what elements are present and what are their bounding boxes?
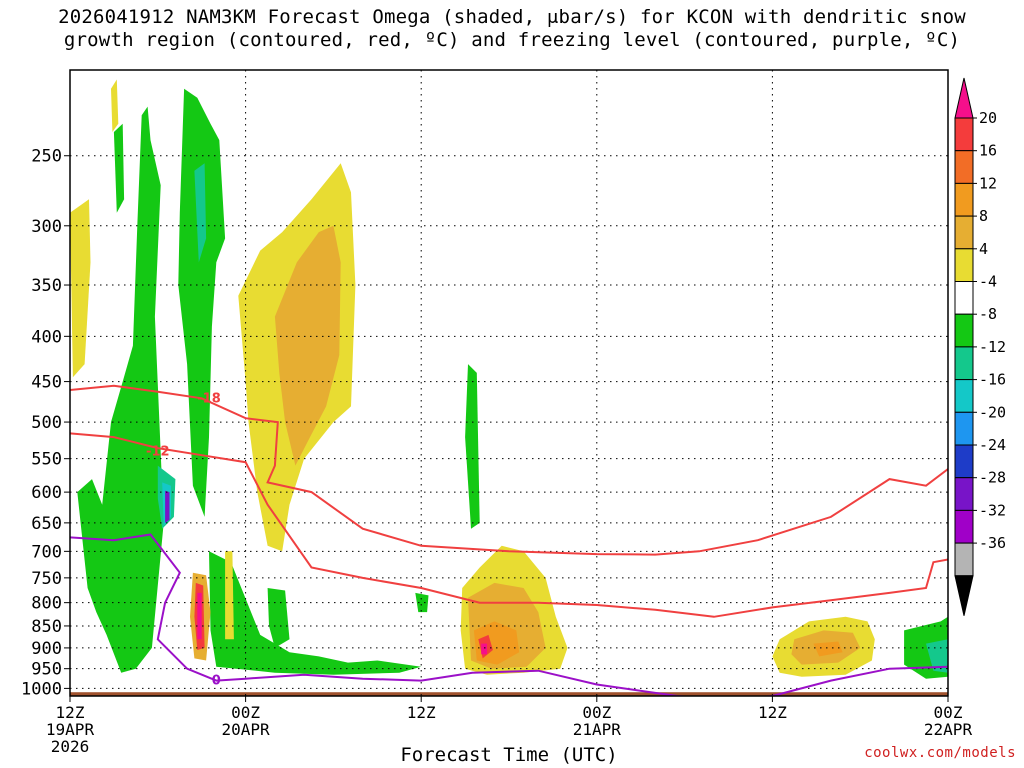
colorbar-bin-14	[954, 542, 974, 577]
colorbar-label-0: 20	[979, 109, 997, 127]
omega-region-pos4-13	[70, 199, 91, 378]
colorbar-label-12: -32	[979, 501, 1006, 519]
colorbar-bin-3	[954, 182, 974, 217]
y-tick-label-750: 750	[31, 569, 62, 589]
y-tick-label-500: 500	[31, 413, 62, 433]
y-tick-label-650: 650	[31, 514, 62, 534]
omega-region-pos20-25	[481, 643, 487, 655]
colorbar-bin-10	[954, 411, 974, 446]
colorbar-bin-13	[954, 509, 974, 544]
freezing-level-contour	[70, 533, 948, 696]
colorbar-bin-7	[954, 313, 974, 348]
x-tick-label-48-0: 12Z	[758, 703, 787, 722]
chart-title: 2026041912 NAM3KM Forecast Omega (shaded…	[0, 6, 1024, 52]
y-tick-label-1000: 1000	[21, 679, 62, 699]
terrain	[70, 692, 948, 696]
omega-region-neg8-7	[209, 551, 422, 675]
plot-frame	[69, 69, 949, 697]
temperature-contours: -18 -12 0	[70, 384, 948, 696]
y-tick-label-550: 550	[31, 450, 62, 470]
colorbar-label-4: 4	[979, 240, 988, 258]
colorbar-bin-12	[954, 477, 974, 511]
y-tick-label-250: 250	[31, 147, 62, 167]
colorbar-bin-4	[954, 215, 974, 250]
omega-region-pos4-14	[111, 79, 119, 132]
y-tick-label-800: 800	[31, 594, 62, 614]
colorbar-label-13: -36	[979, 534, 1006, 552]
x-tick-label-12-0: 00Z	[231, 703, 260, 722]
omega-region-neg12-6	[194, 163, 207, 263]
x-tick-label-60-1: 22APR	[924, 720, 973, 739]
dgz-contour-0-label: -18	[197, 391, 221, 406]
colorbar-label-5: -4	[979, 273, 997, 291]
omega-region-neg8-0	[113, 123, 125, 213]
chart-title-line-1: 2026041912 NAM3KM Forecast Omega (shaded…	[58, 6, 966, 28]
colorbar-bin-8	[954, 346, 974, 381]
dgz-contour-1-label: -12	[146, 445, 170, 460]
y-tick-label-400: 400	[31, 327, 62, 347]
colorbar-label-9: -20	[979, 403, 1006, 421]
omega-region-pos12-28	[813, 641, 843, 657]
x-tick-label-24-0: 12Z	[407, 703, 436, 722]
omega-region-pos20-19	[197, 592, 202, 640]
colorbar-bin-6	[954, 281, 974, 315]
dgz-contour-1	[70, 432, 948, 618]
omega-region-neg8-9	[465, 364, 480, 529]
colorbar-label-6: -8	[979, 305, 997, 323]
colorbar-top-arrow	[954, 77, 974, 119]
colorbar-label-11: -28	[979, 469, 1006, 487]
dgz-contour-0	[70, 384, 948, 556]
y-tick-label-900: 900	[31, 639, 62, 659]
y-tick-label-950: 950	[31, 660, 62, 680]
colorbar-bin-9	[954, 379, 974, 413]
colorbar-label-8: -16	[979, 371, 1006, 389]
x-tick-label-60-0: 00Z	[934, 703, 963, 722]
colorbar-label-7: -12	[979, 338, 1006, 356]
omega-region-neg8-8	[267, 588, 290, 648]
x-axis-title: Forecast Time (UTC)	[400, 744, 618, 766]
colorbar-label-3: 8	[979, 207, 988, 225]
x-tick-label-36-0: 00Z	[582, 703, 611, 722]
colorbar-bin-5	[954, 248, 974, 283]
x-tick-label-0-1: 19APR	[46, 720, 95, 739]
omega-region-pos4-20	[225, 551, 234, 640]
colorbar-bottom-arrow	[954, 575, 974, 616]
y-axis: 2503003504004505005506006507007508008509…	[21, 147, 70, 699]
x-tick-label-36-1: 21APR	[573, 720, 622, 739]
y-tick-label-600: 600	[31, 483, 62, 503]
colorbar-label-2: 12	[979, 174, 997, 192]
colorbar: 20 16 12 8 4 -4 -8 -12 -16 -20 -24 -28 -32 -36	[954, 77, 1006, 616]
colorbar-label-1: 16	[979, 142, 997, 160]
colorbar-label-10: -24	[979, 436, 1006, 454]
plot-border	[69, 69, 949, 697]
x-tick-label-0-0: 12Z	[56, 703, 85, 722]
y-tick-label-300: 300	[31, 217, 62, 237]
colorbar-bin-2	[954, 150, 974, 184]
omega-shading	[70, 79, 948, 679]
colorbar-bin-1	[954, 117, 974, 152]
freezing-level-contour-label: 0	[212, 674, 221, 689]
x-tick-label-12-1: 20APR	[222, 720, 271, 739]
colorbar-bin-11	[954, 444, 974, 479]
y-tick-label-850: 850	[31, 617, 62, 637]
omega-region-neg28-5	[165, 490, 170, 523]
chart-title-line-2: growth region (contoured, red, ºC) and f…	[63, 29, 961, 51]
omega-region-neg8-10	[415, 592, 429, 613]
y-tick-label-450: 450	[31, 373, 62, 393]
y-tick-label-350: 350	[31, 276, 62, 296]
omega-region-neg8-1	[77, 106, 164, 673]
omega-region-pos8-16	[274, 225, 341, 466]
omega-region-neg8-2	[178, 88, 226, 517]
terrain-fill	[70, 692, 948, 696]
omega-region-neg12-12	[926, 639, 948, 673]
y-tick-label-700: 700	[31, 542, 62, 562]
credit-text: coolwx.com/models	[864, 745, 1016, 761]
x-tick-label-0-2: 2026	[51, 737, 90, 756]
